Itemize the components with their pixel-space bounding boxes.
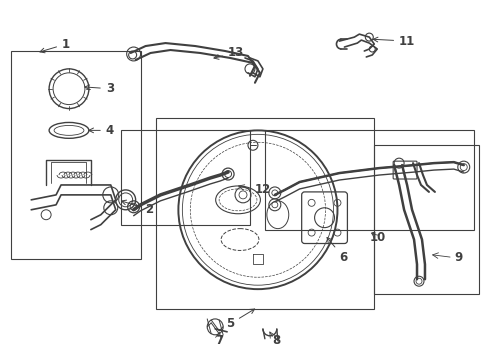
Bar bbox=[11, 51, 141, 260]
Text: 3: 3 bbox=[85, 82, 114, 95]
Bar bbox=[265, 130, 474, 230]
Text: 11: 11 bbox=[373, 35, 416, 48]
Bar bbox=[374, 145, 479, 294]
Text: 6: 6 bbox=[327, 238, 348, 264]
Text: 7: 7 bbox=[215, 334, 223, 347]
Bar bbox=[121, 130, 250, 225]
Text: 5: 5 bbox=[226, 309, 255, 330]
Text: 1: 1 bbox=[40, 37, 70, 53]
Text: 12: 12 bbox=[255, 184, 271, 197]
Text: 13: 13 bbox=[214, 46, 245, 59]
Bar bbox=[155, 118, 374, 309]
Text: 8: 8 bbox=[272, 334, 280, 347]
Text: 4: 4 bbox=[89, 124, 114, 137]
Text: 10: 10 bbox=[369, 231, 386, 244]
Text: 9: 9 bbox=[455, 251, 463, 264]
Text: 2: 2 bbox=[122, 200, 154, 216]
